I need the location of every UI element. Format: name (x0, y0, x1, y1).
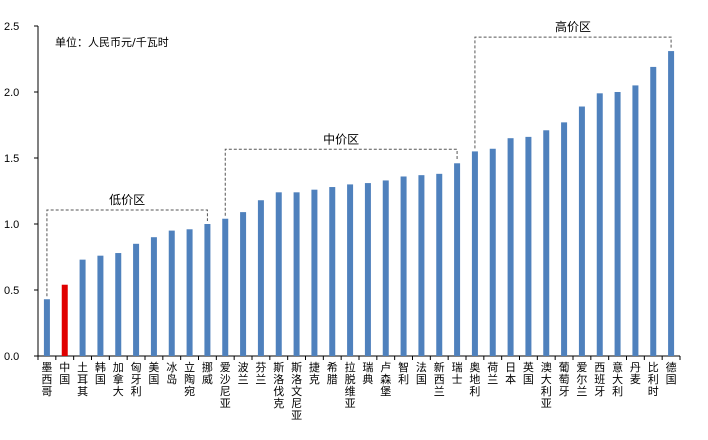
category-label: 拉脱维亚 (345, 360, 356, 410)
category-label: 韩国 (95, 360, 106, 386)
category-label: 芬兰 (255, 361, 266, 386)
zone-label: 低价区 (109, 193, 145, 207)
category-label: 捷克 (309, 360, 320, 386)
category-label: 加拿大 (113, 361, 124, 398)
category-label: 瑞典 (362, 360, 373, 386)
bar (596, 93, 603, 356)
category-label: 墨西哥 (41, 361, 52, 398)
bar (489, 148, 496, 356)
bar (240, 212, 247, 356)
bar (578, 106, 585, 357)
zone-label: 中价区 (323, 131, 359, 146)
bar (204, 224, 211, 356)
category-label: 英国 (523, 360, 534, 386)
category-label: 丹麦 (630, 361, 641, 386)
bar (133, 243, 140, 356)
bar (436, 173, 443, 356)
plot-area: 0.0 0.5 1.0 1.5 2.0 2.5 墨西哥中国土耳其韩国加拿大匈牙利美国冰岛立陶… (4, 19, 681, 422)
zone-bracket (46, 209, 208, 297)
bar (650, 66, 657, 357)
zone-label: 高价区 (555, 19, 591, 34)
bar (275, 192, 282, 356)
bar (400, 176, 407, 356)
category-label: 美国 (148, 361, 159, 386)
category-label: 中国 (59, 361, 70, 386)
category-label: 日本 (505, 361, 516, 386)
zone-bracket (474, 36, 672, 149)
category-label: 智利 (398, 360, 409, 386)
category-label: 西班牙 (594, 361, 605, 398)
category-label: 卢森堡 (380, 361, 391, 398)
bar (525, 136, 532, 356)
bar (150, 237, 157, 356)
bar (668, 51, 675, 357)
category-label: 冰岛 (166, 361, 177, 386)
bar (382, 180, 389, 356)
bar (454, 163, 461, 356)
category-label: 土耳其 (77, 361, 88, 398)
y-tick-label: 1.0 (4, 219, 19, 231)
bar (561, 122, 568, 356)
bar (168, 230, 175, 356)
category-label: 葡萄牙 (559, 361, 570, 398)
category-label: 希腊 (327, 360, 338, 386)
bar (61, 284, 68, 356)
category-label: 意大利 (612, 360, 623, 398)
category-label: 新西兰 (434, 360, 445, 398)
bar (43, 299, 50, 356)
category-label: 澳大利亚 (541, 361, 552, 410)
y-tick-label: 2.0 (4, 87, 19, 99)
bar (347, 184, 354, 356)
category-label: 斯洛伐克 (273, 361, 284, 410)
bar (222, 218, 229, 356)
category-label: 奥地利 (469, 360, 480, 398)
category-label: 爱沙尼亚 (220, 361, 231, 410)
bar (79, 259, 86, 356)
bar (614, 92, 621, 356)
bar (186, 229, 193, 356)
bar (471, 151, 478, 356)
bar (311, 189, 318, 356)
category-label: 斯洛文尼亚 (291, 361, 302, 422)
category-label: 爱尔兰 (576, 361, 587, 398)
bar (97, 255, 104, 356)
y-tick-label: 0.5 (4, 285, 19, 297)
bar (293, 192, 300, 356)
category-label: 比利时 (648, 361, 659, 398)
category-label: 荷兰 (487, 361, 498, 386)
y-tick-label: 1.5 (4, 153, 19, 165)
bar (418, 175, 425, 356)
category-label: 瑞士 (452, 360, 463, 386)
bar (632, 85, 639, 357)
bar (364, 183, 371, 356)
category-label: 德国 (666, 360, 677, 386)
bar (543, 130, 550, 356)
category-label: 挪威 (202, 360, 213, 386)
y-tick-label: 2.5 (4, 21, 19, 33)
bar (257, 200, 264, 356)
category-label: 波兰 (238, 361, 249, 386)
category-label: 立陶宛 (184, 360, 195, 398)
bar (507, 138, 514, 356)
y-tick-label: 0.0 (4, 351, 19, 363)
category-label: 法国 (416, 360, 427, 386)
unit-note: 单位：人民币元/千瓦时 (55, 35, 169, 49)
zone-bracket (224, 148, 458, 216)
category-label: 匈牙利 (131, 360, 142, 398)
bar (329, 187, 336, 356)
bar (115, 253, 122, 356)
